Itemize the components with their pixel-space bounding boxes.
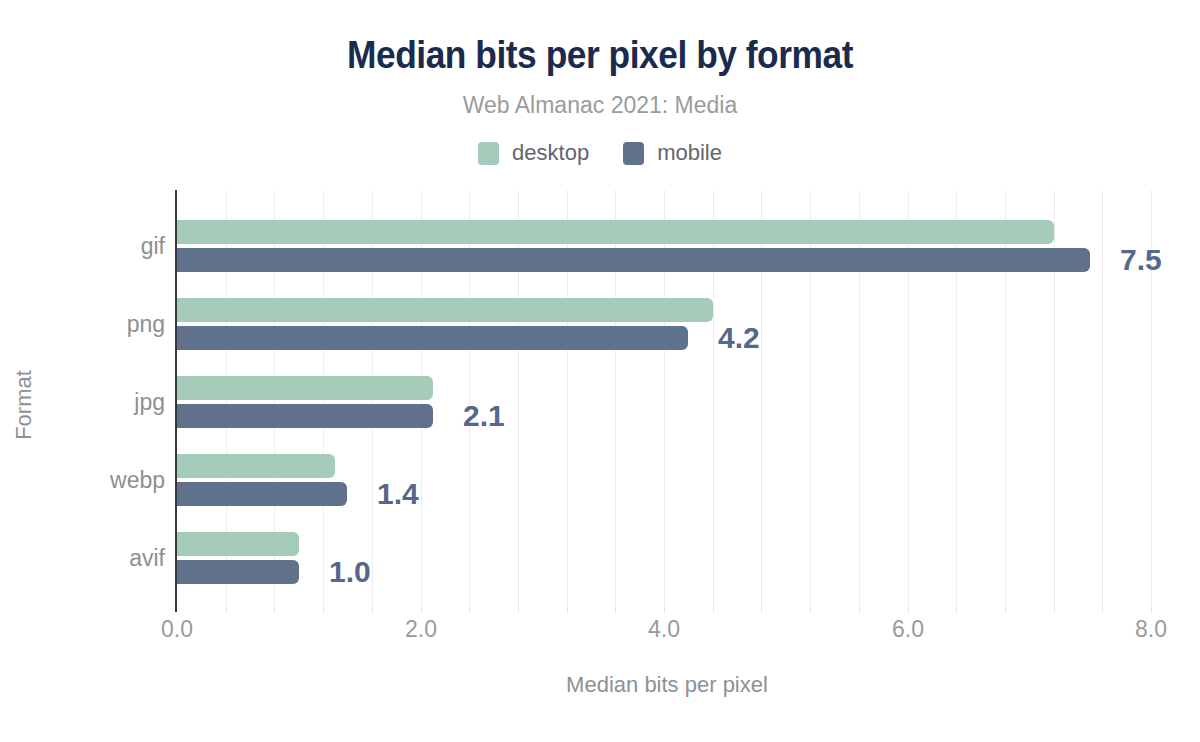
y-axis-title: Format — [11, 325, 37, 485]
x-tick-8.0: 8.0 — [1111, 616, 1191, 643]
tick-mark — [1102, 607, 1103, 612]
tick-mark — [615, 607, 616, 612]
tick-mark — [421, 607, 422, 612]
tick-mark — [372, 607, 373, 612]
y-axis-category-labels: gif png jpg webp avif — [60, 190, 165, 607]
y-axis-line — [175, 190, 177, 612]
gridline — [1102, 190, 1103, 607]
value-label-jpg: 2.1 — [463, 400, 505, 432]
category-label-jpg: jpg — [60, 388, 165, 416]
tick-mark — [226, 607, 227, 612]
bar-avif-mobile[interactable] — [177, 560, 299, 584]
category-label-png: png — [60, 310, 165, 338]
x-tick-0.0: 0.0 — [137, 616, 217, 643]
bar-jpg-desktop[interactable] — [177, 376, 433, 400]
tick-mark — [469, 607, 470, 612]
tick-mark — [664, 607, 665, 612]
legend-label-mobile: mobile — [657, 140, 722, 166]
tick-mark — [810, 607, 811, 612]
bar-avif-desktop[interactable] — [177, 532, 299, 556]
x-axis-tick-labels: 0.02.04.06.08.0 — [177, 616, 1157, 642]
value-label-avif: 1.0 — [329, 556, 371, 588]
tick-mark — [567, 607, 568, 612]
x-tick-6.0: 6.0 — [868, 616, 948, 643]
bar-jpg-mobile[interactable] — [177, 404, 433, 428]
bar-gif-desktop[interactable] — [177, 220, 1054, 244]
tick-mark — [518, 607, 519, 612]
legend: desktop mobile — [0, 140, 1200, 166]
legend-label-desktop: desktop — [512, 140, 589, 166]
value-label-gif: 7.5 — [1120, 244, 1162, 276]
x-axis-title: Median bits per pixel — [177, 672, 1157, 698]
plot-area: 7.54.22.11.41.0 — [177, 190, 1157, 607]
tick-mark — [761, 607, 762, 612]
bar-webp-desktop[interactable] — [177, 454, 335, 478]
bar-webp-mobile[interactable] — [177, 482, 347, 506]
legend-item-desktop[interactable]: desktop — [478, 140, 589, 166]
category-label-avif: avif — [60, 544, 165, 572]
value-label-webp: 1.4 — [377, 478, 419, 510]
mobile-swatch-icon — [623, 142, 644, 165]
tick-mark — [274, 607, 275, 612]
tick-mark — [713, 607, 714, 612]
chart-title: Median bits per pixel by format — [42, 34, 1158, 77]
x-tick-4.0: 4.0 — [624, 616, 704, 643]
tick-mark — [323, 607, 324, 612]
tick-mark — [1054, 607, 1055, 612]
tick-mark — [956, 607, 957, 612]
tick-mark — [1151, 607, 1152, 612]
value-label-png: 4.2 — [718, 322, 760, 354]
tick-mark — [859, 607, 860, 612]
bar-gif-mobile[interactable] — [177, 248, 1090, 272]
tick-mark — [908, 607, 909, 612]
desktop-swatch-icon — [478, 142, 499, 165]
category-label-webp: webp — [60, 466, 165, 494]
bar-png-mobile[interactable] — [177, 326, 688, 350]
chart-subtitle: Web Almanac 2021: Media — [0, 92, 1200, 119]
bar-chart: Median bits per pixel by format Web Alma… — [0, 0, 1200, 742]
x-tick-2.0: 2.0 — [381, 616, 461, 643]
legend-item-mobile[interactable]: mobile — [623, 140, 722, 166]
category-label-gif: gif — [60, 232, 165, 260]
tick-mark — [1005, 607, 1006, 612]
bar-png-desktop[interactable] — [177, 298, 713, 322]
